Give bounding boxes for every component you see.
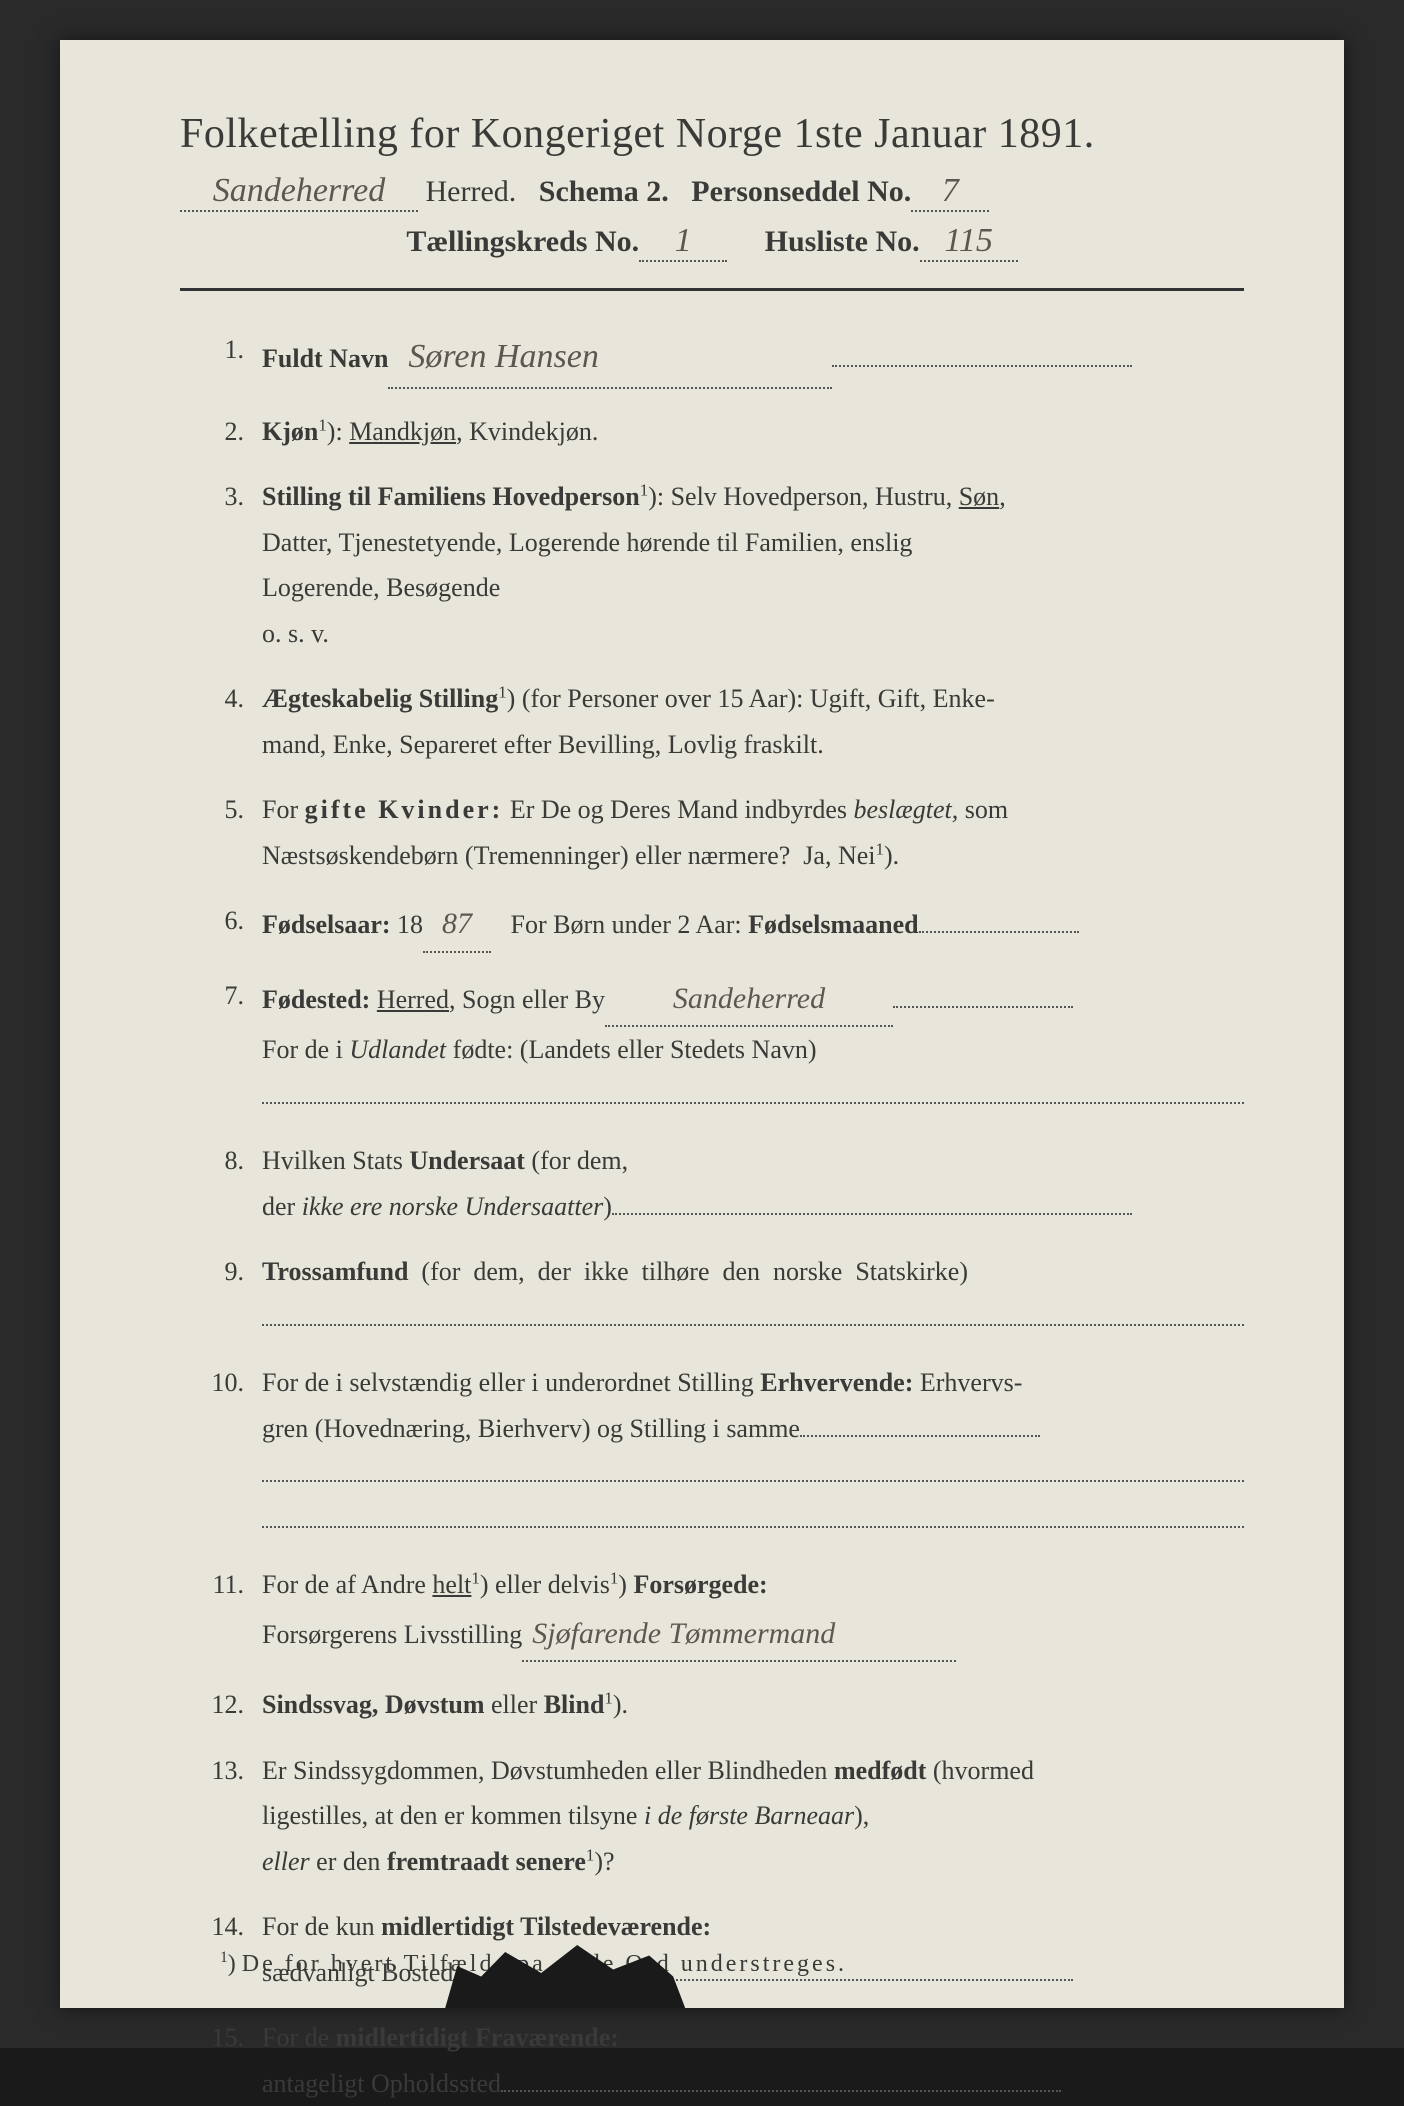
item-number: 2. xyxy=(180,409,262,455)
form-item: 7.Fødested: Herred, Sogn eller BySandehe… xyxy=(180,973,1244,1119)
item-body: Fødested: Herred, Sogn eller BySandeherr… xyxy=(262,973,1244,1119)
form-item: 8.Hvilken Stats Undersaat (for dem,der i… xyxy=(180,1138,1244,1229)
form-item: 3.Stilling til Familiens Hovedperson1): … xyxy=(180,474,1244,656)
form-item: 9.Trossamfund (for dem, der ikke tilhøre… xyxy=(180,1249,1244,1340)
herred-label: Herred. xyxy=(426,175,517,208)
item-body: Sindssvag, Døvstum eller Blind1). xyxy=(262,1682,1244,1728)
item-body: Stilling til Familiens Hovedperson1): Se… xyxy=(262,474,1244,656)
item-number: 5. xyxy=(180,787,262,833)
item-number: 11. xyxy=(180,1562,262,1608)
kreds-label: Tællingskreds No. xyxy=(406,225,639,258)
form-item: 4.Ægteskabelig Stilling1) (for Personer … xyxy=(180,676,1244,767)
header-line-1: Sandeherred Herred. Schema 2. Personsedd… xyxy=(180,172,1244,212)
item-body: Trossamfund (for dem, der ikke tilhøre d… xyxy=(262,1249,1244,1340)
form-item: 10.For de i selvstændig eller i underord… xyxy=(180,1360,1244,1542)
header-line-2: Tællingskreds No.1 Husliste No.115 xyxy=(180,222,1244,262)
footnote: 1) De for hvert Tilfælde pa de Ord under… xyxy=(220,1949,1184,1978)
form-item: 13.Er Sindssygdommen, Døvstumheden eller… xyxy=(180,1748,1244,1885)
kreds-no-handwritten: 1 xyxy=(639,222,727,262)
item-body: For de i selvstændig eller i underordnet… xyxy=(262,1360,1244,1542)
item-number: 9. xyxy=(180,1249,262,1295)
form-item: 11.For de af Andre helt1) eller delvis1)… xyxy=(180,1562,1244,1662)
item-body: For de af Andre helt1) eller delvis1) Fo… xyxy=(262,1562,1244,1662)
item-body: Ægteskabelig Stilling1) (for Personer ov… xyxy=(262,676,1244,767)
item-body: For de midlertidigt Fraværende:antagelig… xyxy=(262,2015,1244,2106)
item-number: 8. xyxy=(180,1138,262,1184)
form-item: 15.For de midlertidigt Fraværende:antage… xyxy=(180,2015,1244,2106)
item-number: 15. xyxy=(180,2015,262,2061)
item-number: 14. xyxy=(180,1904,262,1950)
husliste-no-handwritten: 115 xyxy=(920,222,1018,262)
viewport: Folketælling for Kongeriget Norge 1ste J… xyxy=(0,0,1404,2048)
item-body: For gifte Kvinder: Er De og Deres Mand i… xyxy=(262,787,1244,878)
form-item: 12.Sindssvag, Døvstum eller Blind1). xyxy=(180,1682,1244,1728)
item-number: 4. xyxy=(180,676,262,722)
personseddel-no-handwritten: 7 xyxy=(911,172,989,212)
form-item: 1.Fuldt NavnSøren Hansen xyxy=(180,327,1244,389)
form-item: 6.Fødselsaar: 1887 For Børn under 2 Aar:… xyxy=(180,898,1244,953)
personseddel-label: Personseddel No. xyxy=(691,175,911,208)
item-body: Hvilken Stats Undersaat (for dem,der ikk… xyxy=(262,1138,1244,1229)
divider xyxy=(180,288,1244,291)
item-number: 13. xyxy=(180,1748,262,1794)
item-body: Fuldt NavnSøren Hansen xyxy=(262,327,1244,389)
schema-label: Schema 2. xyxy=(539,175,669,208)
item-number: 10. xyxy=(180,1360,262,1406)
form-item: 2.Kjøn1): Mandkjøn, Kvindekjøn. xyxy=(180,409,1244,455)
item-number: 12. xyxy=(180,1682,262,1728)
item-body: Fødselsaar: 1887 For Børn under 2 Aar: F… xyxy=(262,898,1244,953)
form-item: 5.For gifte Kvinder: Er De og Deres Mand… xyxy=(180,787,1244,878)
item-number: 6. xyxy=(180,898,262,944)
main-title: Folketælling for Kongeriget Norge 1ste J… xyxy=(180,110,1244,158)
document-page: Folketælling for Kongeriget Norge 1ste J… xyxy=(60,40,1344,2008)
herred-handwritten: Sandeherred xyxy=(180,172,418,212)
item-number: 3. xyxy=(180,474,262,520)
item-number: 7. xyxy=(180,973,262,1019)
husliste-label: Husliste No. xyxy=(765,225,920,258)
item-body: Er Sindssygdommen, Døvstumheden eller Bl… xyxy=(262,1748,1244,1885)
item-number: 1. xyxy=(180,327,262,373)
form-items: 1.Fuldt NavnSøren Hansen2.Kjøn1): Mandkj… xyxy=(180,327,1244,2106)
item-body: Kjøn1): Mandkjøn, Kvindekjøn. xyxy=(262,409,1244,455)
